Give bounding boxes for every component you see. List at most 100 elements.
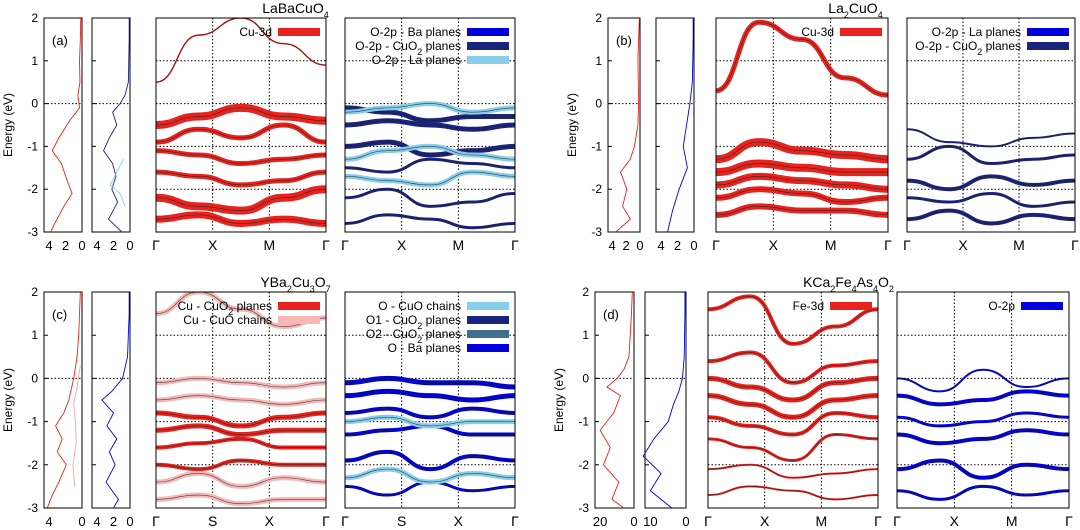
text-fragment: 2 [889,284,894,294]
k-point-label: Γ [884,237,892,253]
panel-label: (b) [616,33,632,48]
band-line-thin [897,460,1069,479]
band-panel: Γ X M Γ Cu-3d [712,17,892,253]
band-line-thin [345,416,515,427]
band-line-thin [156,188,326,211]
y-tick-label: 1 [595,54,602,68]
k-point-label: M [1006,513,1018,529]
text-fragment: planes [233,299,272,313]
legend-label: Cu - CuO chains [183,313,272,327]
y-tick-label: 0 [595,97,602,111]
y-tick-label: -3 [591,225,602,239]
legend-label: O2 - CuO2 planes [366,327,461,345]
text-fragment: CuO [849,0,878,16]
band-panel: Γ X M Γ Cu-3d [152,17,330,253]
dos-x-tick-label: 2 [110,514,117,529]
y-tick-label: -2 [578,458,589,472]
k-point-label: Γ [712,237,720,253]
text-fragment: 2 [417,335,422,345]
band-line-thin [897,486,1069,500]
text-fragment: 2 [228,307,233,317]
text-fragment: O-2p - CuO [915,39,977,53]
text-fragment: O-2p - Ba planes [370,25,461,39]
band-line-thin [716,141,888,160]
band-line-thin [708,352,878,384]
band-line-thin [716,21,888,96]
dos-frame [655,17,695,233]
dos-x-tick-label: 4 [657,238,664,253]
band-line-thin [345,451,515,470]
k-point-label: M [452,237,464,253]
legend-label: O1 - CuO2 planes [366,313,461,331]
text-fragment: 2 [417,321,422,331]
band-line-thin [907,146,1075,164]
band-line-thin [345,141,515,156]
band-frame [906,17,1076,233]
k-point-label: M [825,237,837,253]
k-point-label: Γ [893,513,901,529]
band-frame-outline [715,17,889,233]
chart-title: LaBaCuO4 [262,0,329,20]
text-fragment: Cu - CuO chains [183,313,272,327]
band-line-thin [345,158,515,173]
text-fragment: O-2p [988,299,1015,313]
dos-curve [103,18,130,233]
band-line-thin [156,473,326,487]
legend-swatch [278,316,320,324]
dos-curve [46,291,81,509]
text-fragment: 2 [830,284,835,294]
k-point-label: Γ [1071,237,1079,253]
text-fragment: 3 [310,284,315,294]
band-line-thin [156,425,326,435]
text-fragment: O - Ba planes [388,341,461,355]
band-line-thin [345,120,515,130]
band-line-thin [156,107,326,126]
band-frame-outline [344,17,516,233]
band-line-thin [708,464,878,479]
text-fragment: O-2p - CuO [355,39,417,53]
band-line-thin [897,369,1069,392]
legend-swatch [278,28,320,36]
y-tick-label: 1 [31,54,38,68]
k-point-label: M [1013,237,1025,253]
dos-frame [594,291,635,509]
text-fragment: 4 [852,284,857,294]
band-line-thin [156,292,326,327]
band-line-thin [897,412,1069,427]
text-fragment: Fe-3d [793,299,824,313]
text-fragment: planes [422,327,461,341]
k-point-label: X [265,513,275,529]
legend-label: O - Ba planes [388,341,461,355]
text-fragment: O-2p - La planes [372,53,461,67]
k-point-label: Γ [511,237,519,253]
text-fragment: O1 - CuO [366,313,417,327]
dos-x-tick-label: 0 [630,514,637,529]
dos-frame [91,291,131,509]
dos-x-tick-label: 0 [126,514,133,529]
k-point-label: Γ [874,513,882,529]
legend-swatch [1027,42,1069,50]
text-fragment: 4 [324,10,329,20]
k-point-label: S [208,513,217,529]
k-point-label: X [950,513,960,529]
dos-x-tick-label: 20 [593,514,607,529]
band-line-thin [345,391,515,401]
band-line-thin [345,103,515,113]
dos-curve [667,18,694,233]
legend-label: O-2p - La planes [372,53,461,67]
y-tick-label: 1 [582,328,589,342]
dos-x-tick-label: 0 [126,238,133,253]
chart-title: YBa2Cu3O7 [260,274,330,294]
band-line-thin [156,150,326,164]
dos-x-tick-label: 0 [636,238,643,253]
text-fragment: KCa [803,274,830,290]
text-fragment: 4 [878,10,883,20]
band-line-thin [897,391,1069,405]
k-point-label: Γ [1065,513,1073,529]
